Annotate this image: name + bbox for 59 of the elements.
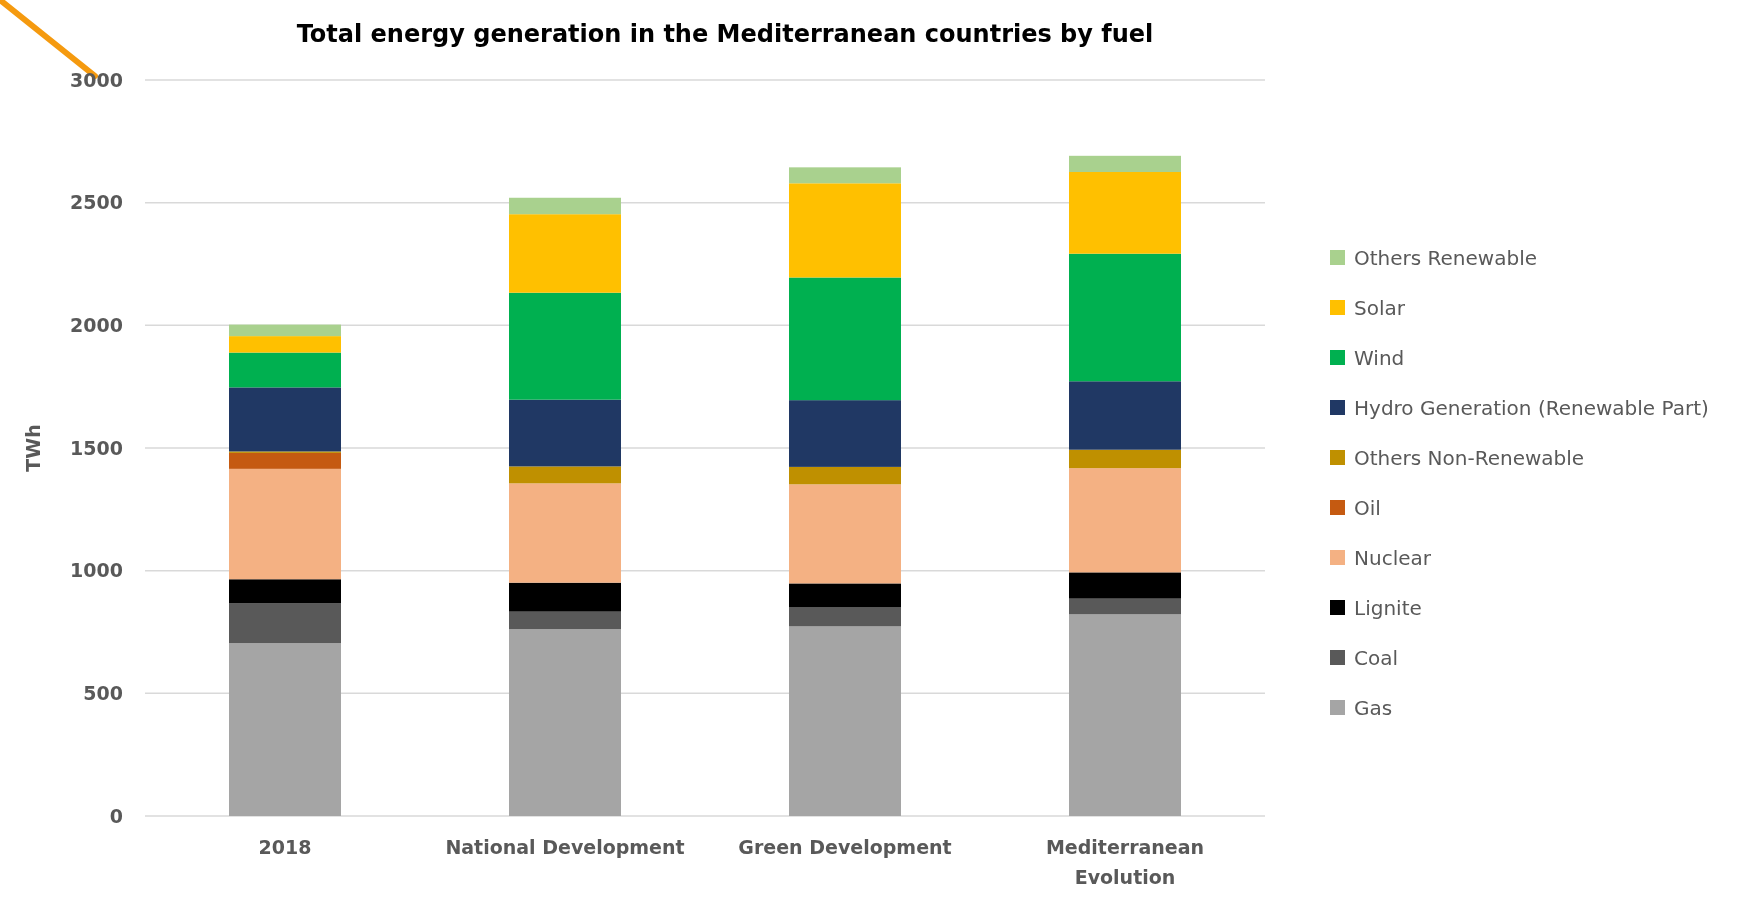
bar: [229, 468, 341, 580]
x-tick-label: Green Development: [738, 836, 952, 858]
bar: [1069, 381, 1181, 450]
legend-label: Coal: [1354, 646, 1399, 670]
legend-label: Lignite: [1354, 596, 1422, 620]
bar: [509, 214, 621, 293]
legend-label: Nuclear: [1354, 546, 1432, 570]
bar: [789, 626, 901, 816]
y-axis-title: TWh: [22, 424, 44, 472]
y-tick-label: 2000: [70, 313, 123, 336]
legend-label: Others Renewable: [1354, 246, 1538, 270]
bar: [1069, 468, 1181, 573]
bar: [509, 197, 621, 215]
bar: [509, 483, 621, 583]
bar: [229, 579, 341, 604]
bar: [509, 629, 621, 816]
bar: [1069, 572, 1181, 599]
bar: [789, 583, 901, 608]
legend-label: Gas: [1354, 696, 1393, 720]
bar: [229, 324, 341, 337]
bar: [509, 466, 621, 484]
bar: [789, 277, 901, 401]
bar: [509, 399, 621, 467]
bar: [1069, 598, 1181, 615]
bar: [509, 611, 621, 630]
x-tick-label: National Development: [445, 836, 685, 858]
bar: [1069, 253, 1181, 382]
x-tick-label: 2018: [258, 836, 312, 858]
bar: [229, 643, 341, 816]
y-tick-label: 500: [83, 681, 123, 704]
bar: [789, 607, 901, 627]
bar: [1069, 614, 1181, 816]
bar: [229, 452, 341, 469]
y-tick-label: 3000: [70, 68, 123, 91]
bar: [789, 183, 901, 278]
bar: [1069, 172, 1181, 254]
y-tick-label: 1500: [70, 436, 123, 459]
legend-label: Oil: [1354, 496, 1381, 520]
bar: [229, 336, 341, 353]
bar: [509, 582, 621, 612]
legend-label: Solar: [1354, 296, 1406, 320]
bar: [789, 466, 901, 485]
bar: [789, 484, 901, 584]
bar: [789, 400, 901, 467]
legend-label: Hydro Generation (Renewable Part): [1354, 396, 1709, 420]
legend-label: Wind: [1354, 346, 1405, 370]
x-tick-label: Mediterranean Evolution: [1045, 836, 1205, 888]
bar: [229, 603, 341, 644]
y-tick-label: 1000: [70, 559, 123, 582]
y-tick-label: 0: [109, 804, 123, 827]
bar: [789, 167, 901, 184]
bar: [1069, 155, 1181, 172]
bar: [229, 387, 341, 452]
bar: [1069, 449, 1181, 469]
bar: [509, 292, 621, 400]
chart-title: Total energy generation in the Mediterranean countries by fuel: [296, 20, 1154, 48]
y-tick-label: 2500: [70, 191, 123, 214]
legend-label: Others Non-Renewable: [1354, 446, 1585, 470]
bar: [229, 352, 341, 388]
